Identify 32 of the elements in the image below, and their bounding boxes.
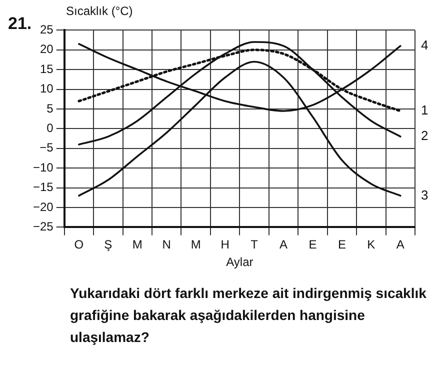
x-tick-label: Ş [104,238,112,252]
y-tick-label: −10 [32,160,54,174]
series-label: 3 [421,187,428,202]
x-tick-label: M [190,238,201,252]
series-label: 4 [421,38,428,53]
x-tick-label: N [162,238,171,252]
line-series [78,41,402,146]
text: Yukarıdaki dört farklı merkeze ait indirgenmiş sıcaklık grafiğine bakarak aşağıdakilerden hangisine ulaşılamaz? [70,284,428,347]
y-tick-label: 0 [46,121,54,136]
y-tick-label: 25 [40,22,54,37]
text: 21. [8,14,32,34]
y-tick-label: 5 [46,101,54,116]
y-tick-label: −25 [32,220,54,234]
x-tick-label: E [338,238,346,252]
x-tick-label: K [367,238,376,252]
x-tick-label: H [220,238,230,252]
series-label: 2 [421,128,428,144]
y-tick-label: −5 [40,140,54,155]
x-tick-label: A [280,238,288,252]
y-tick-label: −20 [32,200,54,214]
x-tick-label: O [74,238,84,252]
x-axis-title: Aylar [226,255,254,270]
y-axis-title: Sıcaklık (°C) [66,4,133,18]
y-tick-label: 10 [40,82,54,96]
x-tick-label: M [132,238,142,252]
x-tick-label: A [396,238,404,252]
y-tick-label: 15 [40,62,54,76]
y-tick-label: −15 [32,180,54,194]
x-tick-label: T [250,238,259,252]
series-label: 1 [421,102,428,118]
y-tick-label: 20 [40,42,54,56]
x-tick-label: E [308,238,317,252]
